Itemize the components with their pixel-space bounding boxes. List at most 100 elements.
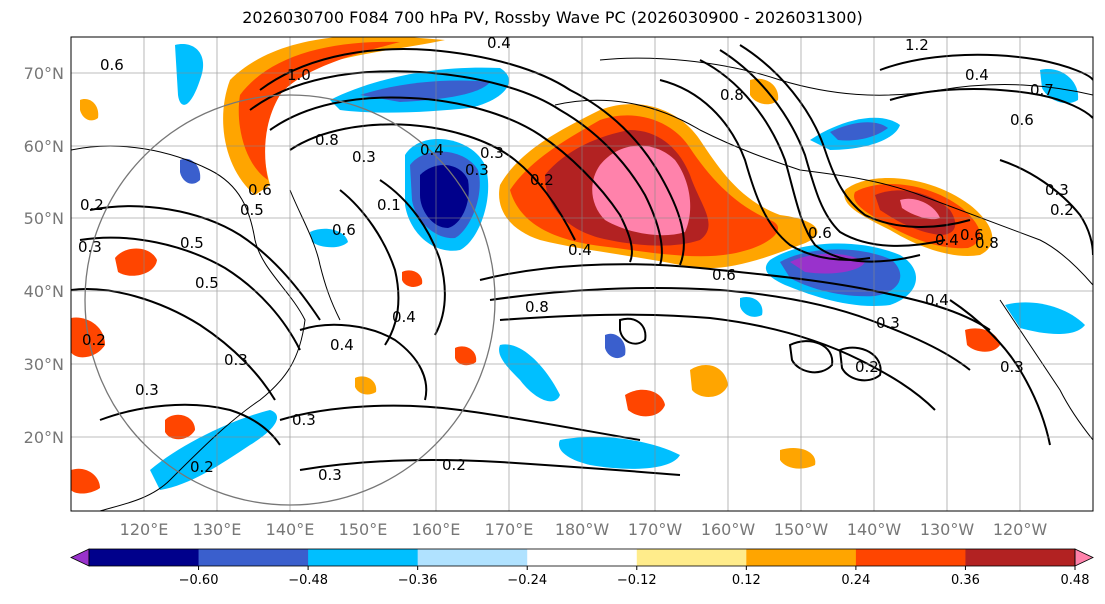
colorbar-tick-label: 0.48 xyxy=(1061,573,1090,588)
colorbar-tick-label: −0.24 xyxy=(507,573,547,588)
longitude-label: 130°E xyxy=(193,520,242,539)
plot-border xyxy=(70,36,1094,512)
positive-anomaly-w1 xyxy=(115,248,157,276)
contour-label: 0.6 xyxy=(808,224,832,242)
colorbar-tick-label: −0.60 xyxy=(179,573,219,588)
contour-label: 0.4 xyxy=(965,66,989,84)
negative-anomaly-e2 xyxy=(1040,69,1079,104)
colorbar-segment xyxy=(308,549,419,566)
negative-anomaly-w5 xyxy=(310,228,348,248)
contour-label-group: 0.4 0.6 1.0 0.8 0.3 0.4 0.6 1.2 0.4 0.7 … xyxy=(78,36,1074,484)
latitude-label: 30°N xyxy=(24,355,64,374)
contour-label: 0.7 xyxy=(1030,81,1054,99)
contour-label: 0.4 xyxy=(568,241,592,259)
contour-label: 0.3 xyxy=(224,351,248,369)
contour-label: 0.3 xyxy=(78,238,102,256)
contour-label: 0.3 xyxy=(480,144,504,162)
map-title: 2026030700 F084 700 hPa PV, Rossby Wave … xyxy=(242,8,863,27)
positive-anomaly-w3 xyxy=(165,414,195,440)
positive-anomaly-nw2 xyxy=(80,99,99,121)
latitude-label: 60°N xyxy=(24,137,64,156)
negative-anomaly-ne-core xyxy=(830,122,888,141)
latitude-label: 70°N xyxy=(24,64,64,83)
latitude-axis: 70°N 60°N 50°N 40°N 30°N 20°N xyxy=(24,64,64,447)
longitude-label: 130°W xyxy=(920,520,975,539)
negative-anomaly-mid3 xyxy=(740,296,763,317)
contour-label: 0.4 xyxy=(925,291,949,309)
longitude-label: 120°E xyxy=(120,520,169,539)
contour-label: 0.2 xyxy=(1050,201,1074,219)
negative-anomaly-mid xyxy=(499,344,560,402)
positive-anomaly-e2 xyxy=(750,78,779,105)
positive-anomaly-w6 xyxy=(402,270,423,287)
colorbar-extend-low xyxy=(70,548,90,567)
shaded-anomalies xyxy=(71,37,1085,494)
longitude-label: 180°W xyxy=(555,520,610,539)
reference-circle xyxy=(84,94,496,506)
colorbar-segment xyxy=(89,549,200,566)
negative-anomaly-mid2 xyxy=(605,333,626,359)
colorbar-extend-high xyxy=(1074,548,1094,567)
longitude-label: 150°W xyxy=(774,520,829,539)
colorbar-tick-label: 0.12 xyxy=(732,573,761,588)
negative-anomaly-s xyxy=(558,436,680,469)
positive-anomaly-s5 xyxy=(355,376,377,395)
colorbar-segment xyxy=(636,549,747,566)
colorbar-border xyxy=(88,548,1076,567)
positive-anomaly-s2 xyxy=(690,365,728,397)
positive-anomaly-s3 xyxy=(780,447,816,469)
longitude-label: 160°W xyxy=(701,520,756,539)
contour-label: 1.2 xyxy=(905,36,929,54)
colorbar-tick-label: 0.24 xyxy=(841,573,870,588)
contour-label: 0.4 xyxy=(330,336,354,354)
contour-label: 0.6 xyxy=(712,266,736,284)
contour-label: 0.3 xyxy=(1000,358,1024,376)
colorbar-segment xyxy=(527,549,638,566)
positive-anomaly-s4 xyxy=(455,346,477,366)
contour-label: 0.5 xyxy=(240,201,264,219)
contour-label: 0.5 xyxy=(195,274,219,292)
contour-label: 0.2 xyxy=(190,458,214,476)
negative-anomaly-w7 xyxy=(180,158,201,184)
longitude-axis: 120°E 130°E 140°E 150°E 160°E 170°E 180°… xyxy=(120,520,1048,539)
contour-label: 0.6 xyxy=(248,181,272,199)
colorbar-segment xyxy=(746,549,857,566)
contour-label: 0.4 xyxy=(420,141,444,159)
colorbar-tick-label: 0.36 xyxy=(951,573,980,588)
contour-label: 0.8 xyxy=(525,298,549,316)
colorbar-tick-label: −0.36 xyxy=(398,573,438,588)
longitude-label: 120°W xyxy=(993,520,1048,539)
contour-label: 0.3 xyxy=(465,161,489,179)
latitude-label: 20°N xyxy=(24,428,64,447)
negative-anomaly-sw xyxy=(150,410,278,490)
contour-label: 0.6 xyxy=(332,221,356,239)
colorbar-segment xyxy=(965,549,1076,566)
contour-label: 0.3 xyxy=(318,466,342,484)
longitude-label: 160°E xyxy=(412,520,461,539)
contour-label: 0.3 xyxy=(352,148,376,166)
contour-label: 0.3 xyxy=(292,411,316,429)
contour-label: 0.4 xyxy=(392,308,416,326)
longitude-label: 140°W xyxy=(847,520,902,539)
latitude-label: 50°N xyxy=(24,209,64,228)
contour-label: 0.8 xyxy=(720,86,744,104)
contour-label: 0.8 xyxy=(315,131,339,149)
colorbar: −0.60 −0.48 −0.36 −0.24 −0.12 0.12 0.24 0.36 0.4… xyxy=(70,548,1094,588)
positive-anomaly-gulf-pink xyxy=(900,198,940,220)
contour-label: 0.6 xyxy=(1010,111,1034,129)
contour-label: 0.2 xyxy=(855,358,879,376)
contour-label: 0.4 xyxy=(935,231,959,249)
contour-label: 0.6 xyxy=(960,226,984,244)
latitude-label: 40°N xyxy=(24,282,64,301)
contour-label: 0.2 xyxy=(82,331,106,349)
contour-label: 0.2 xyxy=(442,456,466,474)
graticule xyxy=(71,37,1093,511)
contour-label: 0.3 xyxy=(876,314,900,332)
colorbar-segment xyxy=(855,549,966,566)
longitude-label: 150°E xyxy=(339,520,388,539)
colorbar-segment xyxy=(198,549,309,566)
coastlines xyxy=(71,57,1093,511)
negative-anomaly-e1 xyxy=(1005,302,1085,334)
pv-contours xyxy=(71,44,1093,476)
